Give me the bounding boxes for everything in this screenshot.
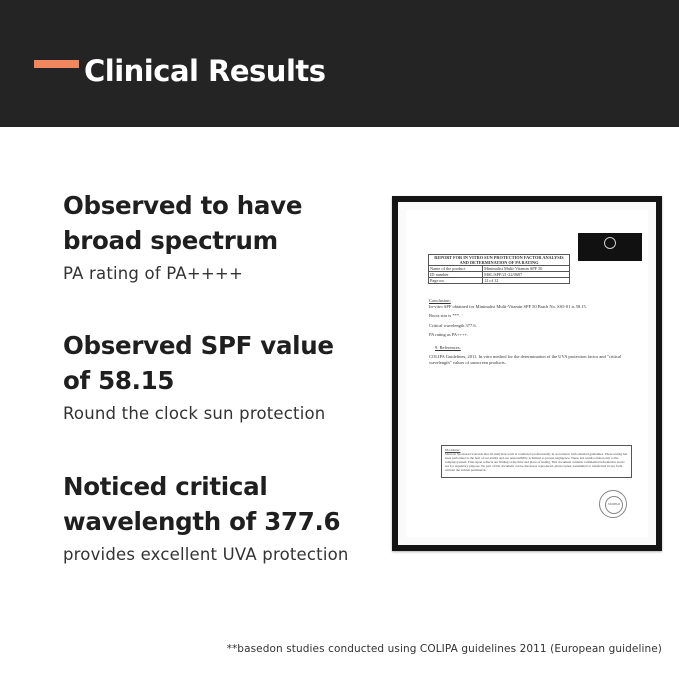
references-text: COLIPA Guidelines, 2011. In vitro method… (429, 354, 622, 365)
report-document: REPORT FOR IN VITRO SUN PROTECTION FACTO… (406, 210, 648, 537)
conclusion-line: In-vitro SPF obtained for Minimalist Mul… (429, 303, 587, 309)
report-header-table: REPORT FOR IN VITRO SUN PROTECTION FACTO… (427, 254, 570, 284)
conclusion-line: PA rating as PA++++. (429, 332, 469, 337)
claim-heading-line2: broad spectrum (63, 226, 278, 255)
row-value: 12 of 12 (482, 277, 570, 284)
conclusion-section: Conclusion: In-vitro SPF obtained for Mi… (429, 298, 638, 369)
claim-heading-line1: Observed to have (63, 191, 303, 220)
conclusion-line: Boots star is ***. (429, 313, 461, 318)
claim-heading-line1: Observed SPF value (63, 331, 334, 360)
page-title: Clinical Results (84, 54, 326, 88)
footnote: **basedon studies conducted using COLIPA… (226, 643, 662, 655)
claim-heading-line1: Noticed critical (63, 472, 268, 501)
claim-subtext: PA rating of PA++++ (63, 264, 243, 283)
claim-heading-line2: of 58.15 (63, 366, 175, 395)
references-heading: 9. References: (435, 344, 461, 350)
claim-subtext: Round the clock sun protection (63, 404, 326, 423)
lab-stamp: MUMBAI (599, 490, 627, 518)
disclaimer-box: Disclaimer: Maxxon Sponsored warrants th… (441, 445, 632, 478)
claim-spf-value: Observed SPF value of 58.15 Round the clo… (63, 328, 334, 426)
stamp-text: MUMBAI (605, 496, 623, 514)
disclaimer-heading: Disclaimer: (445, 448, 461, 452)
report-title: REPORT FOR IN VITRO SUN PROTECTION FACTO… (428, 254, 570, 266)
row-label: Page no. (427, 277, 484, 284)
claim-critical-wavelength: Noticed critical wavelength of 377.6 prov… (63, 469, 349, 567)
conclusion-heading: Conclusion: (429, 298, 451, 303)
claim-heading-line2: wavelength of 377.6 (63, 507, 341, 536)
claim-subtext: provides excellent UVA protection (63, 545, 349, 564)
header-banner: Clinical Results (0, 0, 679, 127)
lab-logo (578, 233, 642, 261)
disclaimer-text: Maxxon Sponsored warrants that all analy… (445, 452, 628, 472)
claim-broad-spectrum: Observed to have broad spectrum PA rating… (63, 188, 302, 286)
conclusion-line: Critical wavelength 377.6. (429, 322, 477, 328)
framed-report: REPORT FOR IN VITRO SUN PROTECTION FACTO… (392, 196, 662, 551)
accent-bar (34, 60, 79, 68)
